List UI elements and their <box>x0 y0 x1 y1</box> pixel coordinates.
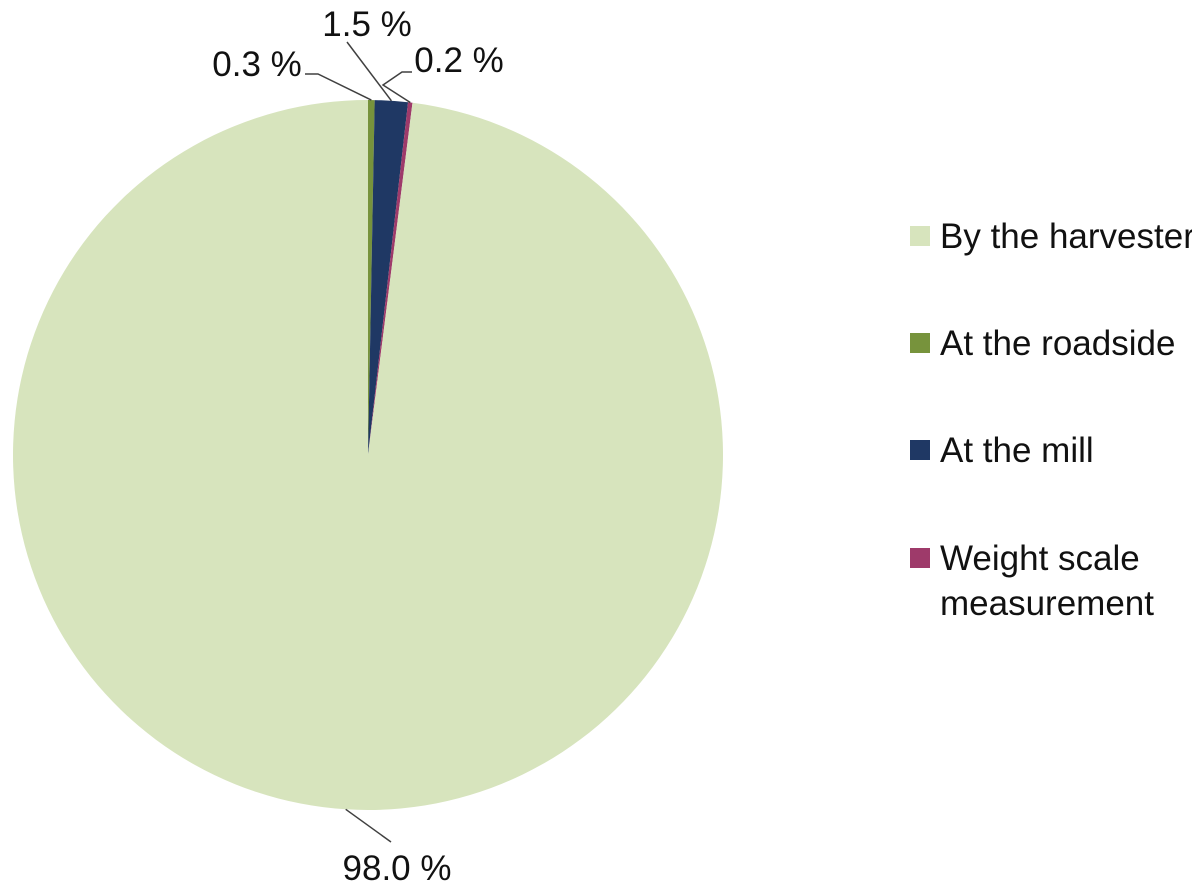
legend: By the harvester At the roadside At the … <box>910 217 1192 623</box>
leader-line-by-the-harvester <box>345 808 392 843</box>
data-label-at-the-mill: 1.5 % <box>322 5 412 44</box>
legend-label-weight-scale-measurement: Weight scale measurement <box>940 539 1154 623</box>
leader-line-at-the-mill <box>346 41 393 102</box>
data-labels: 98.0 % 0.3 % 1.5 % 0.2 % <box>212 5 504 883</box>
leader-line-weight-scale-measurement <box>381 71 412 104</box>
legend-item-at-the-mill: At the mill <box>910 431 1094 470</box>
legend-label-at-the-roadside: At the roadside <box>940 324 1175 363</box>
legend-label-line-2: measurement <box>940 584 1154 623</box>
pie-slices <box>13 100 724 810</box>
legend-swatch-at-the-roadside <box>910 333 930 353</box>
legend-label-by-the-harvester: By the harvester <box>940 217 1192 256</box>
legend-label-at-the-mill: At the mill <box>940 431 1094 470</box>
leader-line-at-the-roadside <box>305 73 372 101</box>
legend-swatch-by-the-harvester <box>910 226 930 246</box>
data-label-by-the-harvester: 98.0 % <box>343 849 452 883</box>
legend-swatch-weight-scale-measurement <box>910 548 930 568</box>
data-label-weight-scale-measurement: 0.2 % <box>414 41 504 80</box>
label-leader-lines <box>305 41 412 843</box>
pie-slice-at-the-mill <box>368 100 409 456</box>
legend-swatch-at-the-mill <box>910 440 930 460</box>
pie-slice-at-the-roadside <box>368 100 375 455</box>
legend-label-line-1: Weight scale <box>940 539 1140 578</box>
legend-item-by-the-harvester: By the harvester <box>910 217 1192 256</box>
data-label-at-the-roadside: 0.3 % <box>212 45 302 84</box>
legend-item-at-the-roadside: At the roadside <box>910 324 1175 363</box>
pie-slice-by-the-harvester <box>13 100 724 810</box>
pie-slice-weight-scale-measurement <box>368 102 413 456</box>
legend-item-weight-scale-measurement: Weight scale measurement <box>910 539 1154 623</box>
